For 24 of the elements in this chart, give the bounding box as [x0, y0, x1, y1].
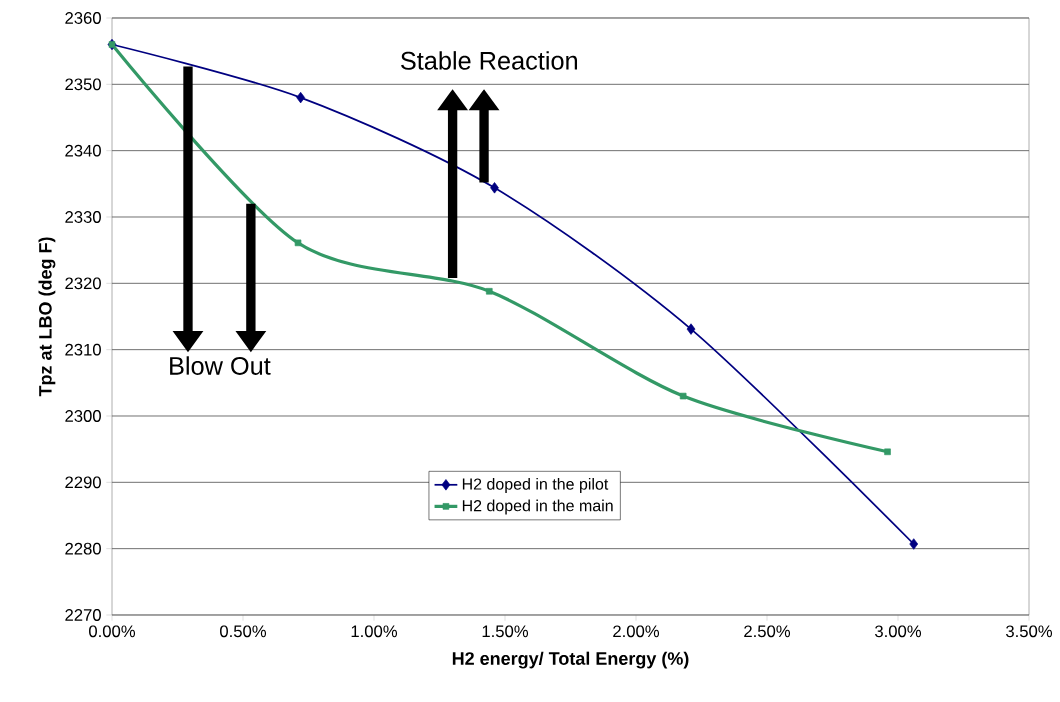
y-tick-label: 2270 [65, 609, 101, 621]
x-tick-label: 3.50% [1006, 625, 1053, 638]
y-tick-label: 2340 [65, 144, 101, 157]
annotation: Stable Reaction [401, 51, 578, 70]
y-tick-label: 2310 [65, 343, 101, 356]
x-tick-label: 3.00% [875, 625, 922, 638]
x-axis-title: H2 energy/ Total Energy (%) [452, 651, 689, 669]
y-tick-label: 2300 [65, 410, 101, 422]
y-tick-label: 2350 [65, 78, 101, 91]
x-tick-label: 1.50% [482, 625, 529, 638]
x-tick-label: 1.00% [351, 625, 398, 638]
x-tick-label: 0.00% [89, 625, 136, 638]
y-tick-label: 2280 [65, 542, 101, 555]
x-tick-label: 2.50% [744, 625, 791, 638]
legend-label: H2 doped in the pilot [462, 478, 609, 493]
annotation: Blow Out [170, 356, 271, 375]
y-tick-label: 2330 [65, 211, 101, 223]
x-tick-label: 2.00% [613, 625, 660, 638]
y-tick-label: 2290 [65, 476, 101, 489]
y-tick-label: 2360 [65, 12, 101, 24]
y-axis-title: Tpz at LBO (deg F) [38, 237, 56, 397]
legend-label: H2 doped in the main [462, 499, 613, 515]
x-tick-label: 0.50% [220, 625, 267, 638]
y-tick-label: 2320 [65, 277, 101, 290]
